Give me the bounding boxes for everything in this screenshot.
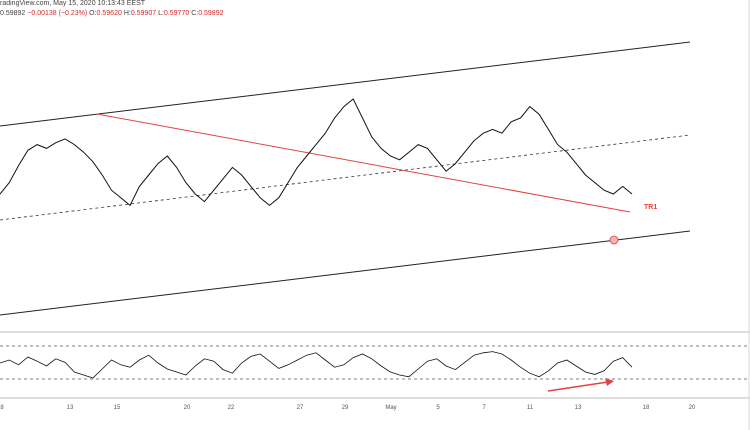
close-label: C: <box>191 10 199 17</box>
change-value: −0.00138 (−0.23%) <box>27 10 88 17</box>
channel-median-line <box>0 134 691 221</box>
recent-low-highlight <box>609 235 619 245</box>
oscillator-series-line <box>0 351 633 379</box>
open-value: 0.59620 <box>96 10 122 17</box>
x-tick-label: May <box>385 405 396 411</box>
low-label: L: <box>158 10 164 17</box>
x-tick-label: 5 <box>436 405 440 411</box>
close-value: 0.59892 <box>198 10 224 17</box>
x-tick-label: 27 <box>297 405 304 411</box>
price-panel: TR1 <box>0 41 691 316</box>
channel-upper-line <box>0 41 691 127</box>
x-tick-label: 11 <box>527 405 534 411</box>
x-tick-label: 15 <box>114 405 121 411</box>
trendline-tr1-label: TR1 <box>644 204 657 211</box>
divergence-arrow-head <box>605 378 614 386</box>
channel-lower-line <box>0 230 691 316</box>
x-tick-label: 29 <box>342 405 349 411</box>
x-tick-label: 8 <box>0 405 4 411</box>
x-tick-label: 7 <box>482 405 486 411</box>
high-value: 0.59907 <box>130 10 157 17</box>
x-tick-label: 20 <box>689 405 696 411</box>
x-tick-label: 18 <box>643 405 650 411</box>
low-value: 0.59770 <box>163 10 190 17</box>
source-line: radingView.com, May 15, 2020 10:13:43 EE… <box>0 0 146 7</box>
high-label: H: <box>123 10 131 17</box>
chart-ohlc-header: 0.59892 −0.00138 (−0.23%) O:0.59620 H:0.… <box>0 10 224 17</box>
close-prefix: 0.59892 <box>0 10 26 17</box>
divergence-arrow <box>547 381 609 392</box>
chart-source-header: radingView.com, May 15, 2020 10:13:43 EE… <box>0 0 145 7</box>
x-tick-label: 13 <box>575 405 582 411</box>
x-tick-label: 13 <box>67 405 74 411</box>
price-series-line <box>0 98 633 207</box>
x-tick-label: 20 <box>184 405 191 411</box>
trendline-tr1 <box>96 113 631 213</box>
x-tick-label: 22 <box>228 405 235 411</box>
time-axis-ticks: 8 13 15 20 22 27 29 May 5 7 11 13 18 20 <box>0 405 696 411</box>
oscillator-panel <box>0 345 750 392</box>
open-label: O: <box>89 10 97 17</box>
